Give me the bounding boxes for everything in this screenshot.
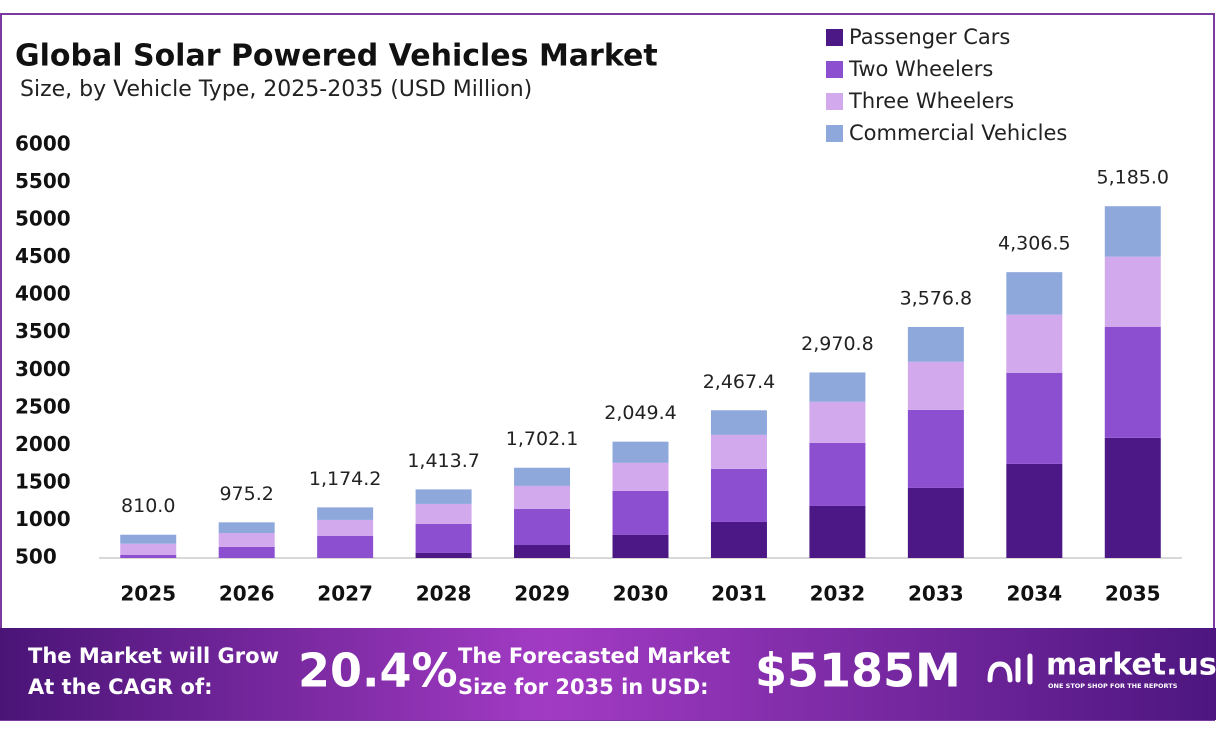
bar-segment (120, 543, 177, 555)
total-label: 2,467.4 (703, 371, 776, 393)
bar-segment (1006, 272, 1063, 315)
y-tick-label: 3500 (15, 319, 71, 343)
bar-segment (317, 507, 374, 520)
legend-label: Commercial Vehicles (849, 121, 1067, 145)
bar-segment (907, 409, 964, 488)
bar-segment (218, 546, 275, 558)
bar-segment (1006, 463, 1063, 558)
x-tick-label: 2032 (810, 582, 866, 606)
bar-segment (612, 490, 669, 535)
footer-text: Size for 2035 in USD: (458, 675, 709, 699)
bar-segment (1006, 314, 1063, 373)
bar-segment (612, 534, 669, 558)
total-label: 4,306.5 (998, 233, 1071, 255)
bar-segment (1006, 372, 1063, 464)
legend-label: Three Wheelers (848, 89, 1014, 113)
bar-segment (1104, 326, 1161, 438)
x-tick-label: 2033 (908, 582, 964, 606)
bar-segment (514, 467, 571, 486)
legend-swatch (826, 61, 843, 78)
bar-segment (317, 535, 374, 558)
bar-segment (415, 503, 472, 524)
bar-segment (218, 532, 275, 547)
bar-segment (120, 534, 177, 544)
bar-segment (415, 523, 472, 553)
bar-segment (907, 326, 964, 362)
bar-segment (1104, 437, 1161, 558)
footer-text: At the CAGR of: (28, 675, 213, 699)
y-tick-label: 1000 (15, 507, 71, 531)
y-tick-label: 500 (15, 545, 57, 569)
bar-segment (710, 468, 767, 522)
total-label: 1,174.2 (309, 468, 382, 490)
total-label: 2,049.4 (604, 402, 677, 424)
x-tick-label: 2027 (317, 582, 373, 606)
chart-subtitle: Size, by Vehicle Type, 2025-2035 (USD Mi… (20, 77, 532, 102)
total-label: 1,702.1 (506, 428, 579, 450)
legend-swatch (826, 29, 843, 46)
y-tick-label: 6000 (15, 132, 71, 156)
bar-segment (809, 505, 866, 558)
legend-label: Passenger Cars (849, 25, 1010, 49)
bar-segment (612, 462, 669, 491)
bar-segment (710, 434, 767, 469)
bar-segment (612, 441, 669, 463)
forecast-value: $5185M (755, 644, 961, 698)
bar-segment (415, 552, 472, 558)
bar-segment (907, 487, 964, 558)
chart-title: Global Solar Powered Vehicles Market (15, 39, 658, 74)
bar-segment (907, 361, 964, 410)
bar-segment (710, 410, 767, 435)
bar-segment (514, 545, 571, 558)
footer-banner (0, 628, 1216, 720)
bar-segment (120, 554, 177, 558)
y-tick-label: 2500 (15, 394, 71, 418)
bar-segment (514, 508, 571, 546)
y-tick-label: 5500 (15, 169, 71, 193)
legend-swatch (826, 125, 843, 142)
bar-segment (415, 489, 472, 504)
bar-segment (218, 522, 275, 533)
x-tick-label: 2034 (1006, 582, 1062, 606)
total-label: 1,413.7 (407, 450, 480, 472)
brand-tagline: ONE STOP SHOP FOR THE REPORTS (1048, 682, 1178, 690)
y-tick-label: 1500 (15, 469, 71, 493)
y-tick-label: 5000 (15, 207, 71, 231)
y-tick-label: 4000 (15, 282, 71, 306)
brand-name: market.us (1046, 648, 1216, 683)
legend-swatch (826, 93, 843, 110)
cagr-value: 20.4% (298, 644, 458, 698)
bar-segment (710, 521, 767, 558)
legend-label: Two Wheelers (848, 57, 993, 81)
x-tick-label: 2035 (1105, 582, 1161, 606)
bar-segment (317, 519, 374, 536)
x-tick-label: 2029 (514, 582, 570, 606)
bar-segment (1104, 256, 1161, 327)
bar-segment (514, 485, 571, 509)
x-tick-label: 2028 (416, 582, 472, 606)
bar-segment (1104, 206, 1161, 257)
footer-text: The Market will Grow (28, 644, 279, 668)
bar-segment (809, 372, 866, 402)
brand-logo (987, 653, 1033, 685)
bar-segment (809, 442, 866, 506)
x-tick-label: 2031 (711, 582, 767, 606)
y-tick-label: 4500 (15, 244, 71, 268)
total-label: 975.2 (219, 483, 273, 505)
total-label: 810.0 (121, 495, 175, 517)
total-label: 3,576.8 (900, 287, 973, 309)
y-tick-label: 2000 (15, 432, 71, 456)
total-label: 2,970.8 (801, 333, 874, 355)
bar-segment (809, 401, 866, 443)
total-label: 5,185.0 (1097, 167, 1170, 189)
y-tick-label: 3000 (15, 357, 71, 381)
x-tick-label: 2026 (219, 582, 275, 606)
footer-text: The Forecasted Market (458, 644, 730, 668)
x-tick-label: 2030 (613, 582, 669, 606)
x-tick-label: 2025 (120, 582, 176, 606)
